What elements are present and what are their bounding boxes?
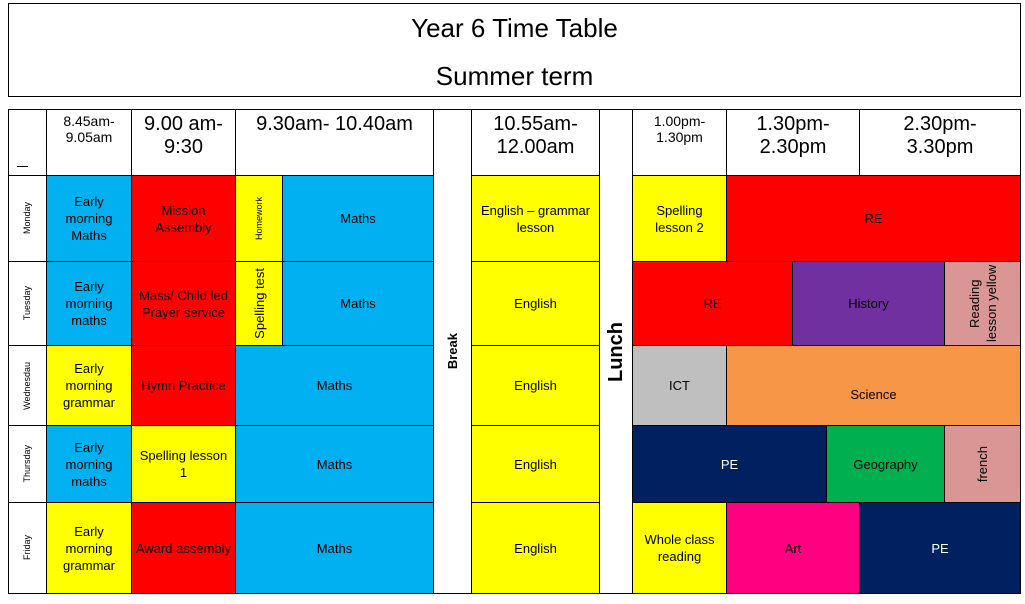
thursday-english-lesson: English bbox=[471, 425, 600, 503]
time-header-slot7: 2.30pm- 3.30pm bbox=[859, 109, 1021, 176]
wednesday-science-lesson: Science bbox=[726, 345, 1021, 426]
wednesday-early-lesson: Early morning grammar bbox=[46, 345, 132, 426]
tuesday-maths-lesson: Maths bbox=[282, 261, 434, 346]
friday-pe-lesson: PE bbox=[859, 502, 1021, 594]
tuesday-history-lesson: History bbox=[792, 261, 945, 346]
friday-english-lesson: English bbox=[471, 502, 600, 594]
wednesday-english-lesson: English bbox=[471, 345, 600, 426]
tuesday-early-lesson: Early morning maths bbox=[46, 261, 132, 346]
tuesday-spelling-test-lesson: Spelling test bbox=[235, 261, 283, 346]
thursday-early-lesson: Early morning maths bbox=[46, 425, 132, 503]
thursday-pe-lesson: PE bbox=[632, 425, 827, 503]
monday-afternoon1-lesson: Spelling lesson 2 bbox=[632, 175, 727, 262]
monday-homework-lesson: Homework bbox=[235, 175, 283, 262]
monday-slot2-lesson: Mission Assembly bbox=[131, 175, 236, 262]
day-label-tuesday: Tuesday bbox=[8, 261, 47, 346]
break-column: Break bbox=[433, 109, 472, 594]
time-header-slot5: 1.00pm- 1.30pm bbox=[632, 109, 727, 176]
day-label-thursday: Thursday bbox=[8, 425, 47, 503]
lunch-column: Lunch bbox=[599, 109, 633, 594]
day-label-monday: Monday bbox=[8, 175, 47, 262]
monday-afternoon2-lesson: RE bbox=[726, 175, 1021, 262]
friday-reading-lesson: Whole class reading bbox=[632, 502, 727, 594]
thursday-slot2-lesson: Spelling lesson 1 bbox=[131, 425, 236, 503]
page-title: Year 6 Time Table bbox=[411, 13, 618, 43]
time-header-slot6: 1.30pm- 2.30pm bbox=[726, 109, 860, 176]
thursday-maths-lesson: Maths bbox=[235, 425, 434, 503]
time-header-early: 8.45am- 9.05am bbox=[46, 109, 132, 176]
tuesday-slot2-lesson: Mass/ Child led Prayer service bbox=[131, 261, 236, 346]
tuesday-re-lesson: RE bbox=[632, 261, 793, 346]
wednesday-maths-lesson: Maths bbox=[235, 345, 434, 426]
thursday-french-lesson: french bbox=[944, 425, 1021, 503]
monday-maths-lesson: Maths bbox=[282, 175, 434, 262]
break-label: Break bbox=[445, 333, 460, 370]
day-label-wednesday: Wednesdau bbox=[8, 345, 47, 426]
friday-art-lesson: Art bbox=[726, 502, 860, 594]
friday-early-lesson: Early morning grammar bbox=[46, 502, 132, 594]
page-subtitle: Summer term bbox=[435, 61, 594, 91]
friday-slot2-lesson: Award assembly bbox=[131, 502, 236, 594]
time-header-slot4: 10.55am- 12.00am bbox=[471, 109, 600, 176]
wednesday-ict-lesson: ICT bbox=[632, 345, 727, 426]
thursday-geography-lesson: Geography bbox=[826, 425, 945, 503]
tuesday-reading-lesson: Reading lesson yellow bbox=[944, 261, 1021, 346]
time-header-slot2: 9.00 am- 9:30 bbox=[131, 109, 236, 176]
corner-dash bbox=[17, 166, 28, 167]
lunch-label: Lunch bbox=[604, 321, 627, 382]
friday-maths-lesson: Maths bbox=[235, 502, 434, 594]
wednesday-slot2-lesson: Hymn Practice bbox=[131, 345, 236, 426]
day-label-friday: Friday bbox=[8, 502, 47, 594]
monday-english-lesson: English – grammar lesson bbox=[471, 175, 600, 262]
title-box: Year 6 Time Table Summer term bbox=[8, 3, 1021, 97]
time-header-slot3: 9.30am- 10.40am bbox=[235, 109, 434, 176]
tuesday-english-lesson: English bbox=[471, 261, 600, 346]
monday-early-lesson: Early morning Maths bbox=[46, 175, 132, 262]
